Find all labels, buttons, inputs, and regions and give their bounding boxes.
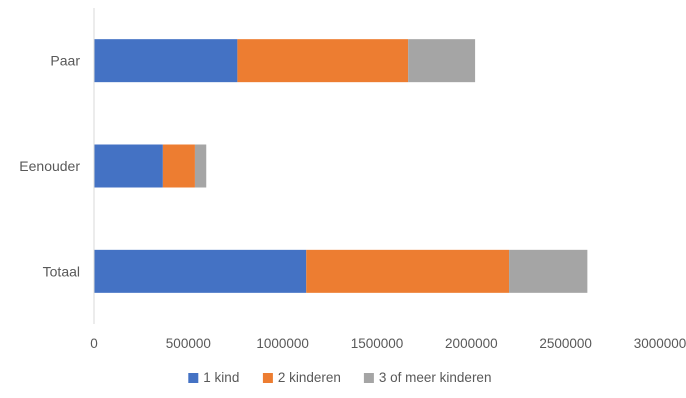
- category-label-eenouder: Eenouder: [19, 158, 80, 174]
- x-tick-label: 2500000: [539, 336, 592, 351]
- x-tick-label: 1500000: [351, 336, 404, 351]
- legend-label: 3 of meer kinderen: [379, 370, 492, 385]
- legend-label: 2 kinderen: [278, 370, 341, 385]
- bar-totaal-3-of-meer-kinderen: [509, 249, 588, 293]
- bar-eenouder-1-kind: [94, 144, 163, 188]
- x-tick-label: 500000: [166, 336, 211, 351]
- bar-paar-1-kind: [94, 39, 238, 83]
- bar-eenouder-3-of-meer-kinderen: [194, 144, 207, 188]
- category-labels: Totaal Eenouder Paar: [19, 53, 80, 280]
- legend-item-3-of-meer-kinderen: 3 of meer kinderen: [363, 370, 492, 385]
- legend-swatch: [188, 373, 199, 383]
- x-tick-label: 3000000: [634, 336, 686, 351]
- bars-layer: [94, 39, 588, 293]
- legend-item-2-kinderen: 2 kinderen: [262, 370, 341, 385]
- bar-eenouder-2-kinderen: [162, 144, 195, 188]
- x-tick-label: 1000000: [256, 336, 309, 351]
- category-label-totaal: Totaal: [43, 263, 80, 279]
- legend-swatch: [363, 373, 374, 383]
- bar-paar-2-kinderen: [237, 39, 409, 83]
- category-label-paar: Paar: [50, 53, 80, 69]
- legend-item-1-kind: 1 kind: [188, 370, 239, 385]
- x-tick-labels: 0 500000 1000000 1500000 2000000 2500000 30000…: [90, 336, 686, 351]
- bar-paar-3-of-meer-kinderen: [408, 39, 476, 83]
- legend-swatch: [262, 373, 273, 383]
- bar-totaal-2-kinderen: [306, 249, 510, 293]
- x-tick-label: 0: [90, 336, 98, 351]
- x-tick-label: 2000000: [445, 336, 498, 351]
- bar-totaal-1-kind: [94, 249, 307, 293]
- legend-label: 1 kind: [203, 370, 239, 385]
- legend: 1 kind 2 kinderen 3 of meer kinderen: [188, 370, 491, 385]
